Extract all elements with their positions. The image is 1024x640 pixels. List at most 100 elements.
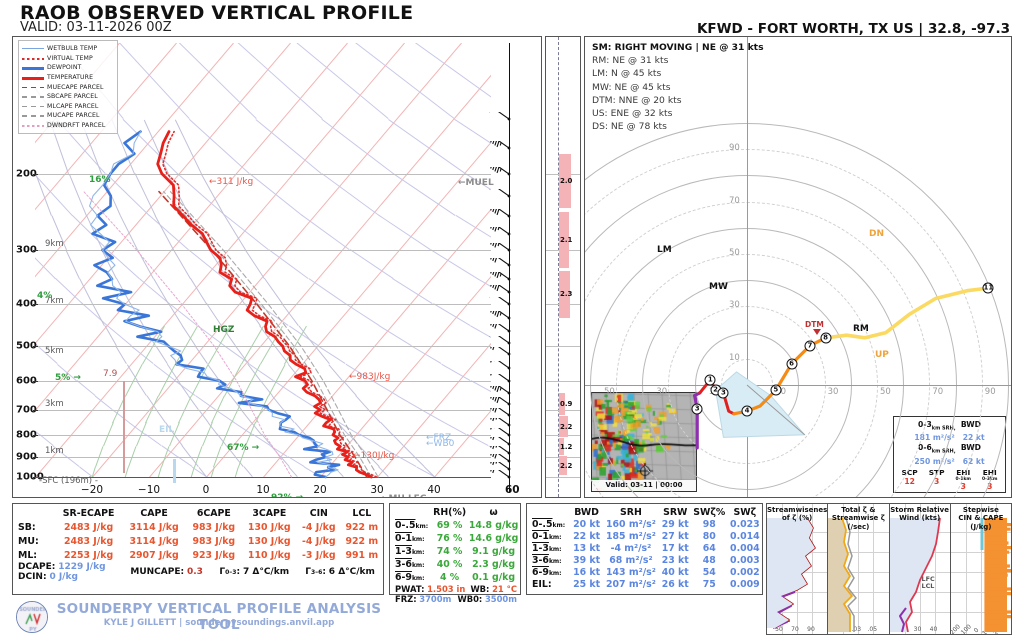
kin-row-label: EIL:	[532, 579, 552, 590]
dtm-marker-icon	[813, 329, 821, 335]
wind-barb-icon	[473, 226, 513, 241]
table-row: 1-3km: 13 kt -4 m²/s² 17 kt 64 0.004	[527, 542, 762, 554]
table-row: 3-6km: 39 kt 68 m²/s² 23 kt 48 0.003	[527, 554, 762, 566]
pressure-tick-400: 400	[16, 298, 37, 310]
storm-motion-info: SM: RIGHT MOVING | NE @ 31 kts RM: NE @ 3…	[592, 41, 764, 133]
thermo-cell: -3 J/kg	[302, 550, 336, 561]
muncape-label: MUNCAPE:	[130, 567, 185, 577]
kin-row-label: 1-3km:	[532, 543, 562, 554]
legend-item-wetbulb-temp: WETBULB TEMP	[21, 44, 114, 54]
mini-trace	[889, 517, 941, 633]
pressure-tick-200: 200	[16, 168, 37, 180]
thermo-col-cape: CAPE	[140, 508, 168, 519]
mini-panel-title: Streamwiseness of ζ (%)	[767, 506, 829, 523]
rh-extra: PWAT: 1.503 in WB: 21 °C FRZ: 3700m WB0:…	[390, 583, 520, 604]
rh-cell-mixing: 9.1 g/kg	[472, 546, 516, 557]
kin-cell: 23 kt	[661, 555, 689, 566]
thermo-cell: 922 m	[345, 536, 379, 547]
hodograph-panel[interactable]: SM: RIGHT MOVING | NE @ 31 kts RM: NE @ 3…	[584, 36, 1012, 498]
thermo-cell: 983 J/kg	[192, 536, 236, 547]
hodo-height-marker-5: 5	[770, 384, 782, 396]
dcape-marker-label: 7.9	[103, 368, 118, 379]
kin-col-SW: SWζ	[733, 507, 757, 518]
legend-label: MLCAPE PARCEL	[47, 102, 99, 110]
mini-line	[898, 607, 907, 633]
rh-cell-mixing: 14.6 g/kg	[468, 533, 519, 544]
legend-item-muecape-parcel: MUECAPE PARCEL	[21, 82, 114, 92]
storm-motion-line-0: SM: RIGHT MOVING | NE @ 31 kts	[592, 42, 764, 53]
table-row: 0-1km: 76 % 14.6 g/kg	[390, 531, 520, 544]
kin-cell: 0.004	[730, 543, 760, 554]
omega-value: 2.2	[560, 461, 573, 470]
logo-canvas	[17, 602, 47, 632]
lapse-3-6-value: 6 Δ°C/km	[328, 567, 375, 577]
lapse-3-6-label: Γ3–6:	[305, 567, 326, 577]
rh-row-label: 0-.5km:	[395, 520, 429, 531]
kin-cell: 64	[702, 543, 716, 554]
wind-barb-icon	[473, 385, 513, 400]
thermo-extra-row: DCAPE: 1229 J/kg DCIN: 0 J/kg MUNCAPE: 0…	[13, 561, 383, 582]
mini-line	[904, 517, 941, 633]
pressure-tick-600: 600	[16, 375, 37, 387]
mini-trace	[828, 517, 857, 632]
cape-annotation-983: ←983J/kg	[349, 372, 391, 382]
kin-cell: 27 kt	[661, 531, 689, 542]
omega-bar	[559, 270, 570, 318]
skewt-panel[interactable]: 1000 900 800 700 600 500 400 300 200 −20 −10 0 10 20 3…	[12, 36, 542, 498]
cape-annotation-311: ←311 J/kg	[209, 177, 254, 187]
thermodynamics-table: SR-ECAPE CAPE 6CAPE 3CAPE CIN LCL SB: 2483 J/k…	[12, 503, 384, 595]
kin-row-label: 6-9km:	[532, 567, 562, 578]
kin-cell: 40 kt	[661, 567, 689, 578]
thermo-row-label: SB:	[18, 522, 36, 533]
legend-label: VIRTUAL TEMP	[47, 54, 93, 62]
wind-barb-icon	[473, 335, 513, 350]
temp-tick-10: 10	[256, 484, 270, 496]
mini-panel-title: Total ζ & Streamwise ζ (/sec)	[831, 506, 885, 531]
temp-tick--10: −10	[137, 484, 161, 496]
temp-tick-20: 20	[313, 484, 327, 496]
legend-item-dwndrft-parcel: DWNDRFT PARCEL	[21, 121, 114, 131]
mini-panel-1[interactable]: Total ζ &Streamwise ζ(/sec).01.03.05	[828, 503, 890, 635]
wetbulb-trace	[89, 131, 339, 478]
dcape-value: 1229 J/kg	[58, 562, 106, 572]
kin-cell: 0.003	[730, 555, 760, 566]
kin-col-SRW: SRW	[663, 507, 688, 518]
legend-swatch-icon	[21, 121, 45, 130]
wb-value: 21 °C	[492, 584, 517, 594]
mini-trace	[980, 518, 1011, 632]
hgz-label: HGZ	[213, 324, 235, 335]
skewt-legend: WETBULB TEMP VIRTUAL TEMP DEWPOINT TEMPERAT…	[18, 40, 118, 135]
rh-marker-16: 16%	[89, 175, 111, 185]
hodo-ring-label-70: 70	[932, 387, 944, 397]
thermo-cell: 110 J/kg	[247, 550, 291, 561]
legend-swatch-icon	[21, 102, 45, 111]
omega-value: 2.0	[560, 176, 573, 185]
gamma-symbol-2: Γ	[305, 567, 311, 577]
virtual-temp-trace	[162, 130, 378, 478]
table-row: MU: 2483 J/kg 3114 J/kg 983 J/kg 130 J/kg -4 …	[13, 533, 383, 547]
gamma-symbol-1: Γ	[219, 567, 226, 577]
index-value: 3	[987, 482, 993, 491]
mini-note-lcl: LCL	[921, 582, 935, 590]
kin-cell: 160 m²/s²	[605, 519, 656, 530]
thermo-col-sr-ecape: SR-ECAPE	[62, 508, 115, 519]
thermo-col-3cape: 3CAPE	[252, 508, 287, 519]
barb-axis	[509, 43, 510, 493]
kin-cell: -4 m²/s²	[610, 543, 652, 554]
kin-col-BWD: BWD	[574, 507, 599, 518]
muecape-parcel-trace	[158, 190, 368, 478]
rh-marker-92: 92% →	[271, 493, 304, 498]
legend-item-dewpoint: DEWPOINT	[21, 63, 114, 73]
pressure-tick-300: 300	[16, 244, 37, 256]
legend-swatch-icon	[21, 44, 45, 53]
wind-barb-icon	[473, 408, 513, 422]
thermo-cell: -4 J/kg	[302, 536, 336, 547]
legend-item-temperature: TEMPERATURE	[21, 73, 114, 83]
kin-cell: 68 m²/s²	[609, 555, 653, 566]
dcin-value: 0 J/kg	[49, 572, 78, 582]
hodo-height-marker-11: 11	[982, 282, 994, 294]
temp-tick-0: 0	[202, 484, 210, 496]
